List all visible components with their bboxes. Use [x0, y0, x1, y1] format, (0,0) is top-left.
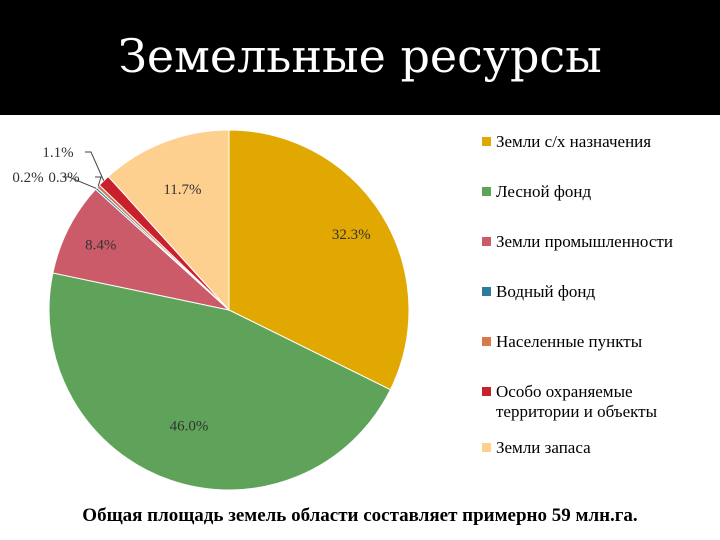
pie-slice-3 — [52, 188, 231, 311]
legend-swatch — [482, 337, 491, 346]
legend-item-1: Земли с/х назначения — [482, 132, 711, 152]
slice-label-4: 0.2% — [12, 170, 43, 186]
legend-label: Особо охраняемые территории и объекты — [496, 382, 658, 421]
slice-label-1: 32.3% — [332, 227, 371, 243]
legend-label: Земли с/х назначения — [496, 132, 652, 151]
pie-slice-2 — [48, 272, 392, 491]
legend-label: Земли запаса — [496, 438, 591, 457]
legend-swatch — [482, 237, 491, 246]
legend-label: Водный фонд — [496, 282, 596, 301]
legend-item-4: Водный фонд — [482, 282, 711, 302]
legend-label: Лесной фонд — [496, 182, 592, 201]
legend-swatch — [482, 187, 491, 196]
slice-label-3: 8.4% — [85, 238, 116, 254]
legend-label: Земли промышленности — [496, 232, 673, 251]
pie-chart: 32.3% 46.0% 8.4% 0.2% 0.3% 1.1% 11.7% — [12, 129, 410, 491]
pie-slice-1 — [228, 129, 410, 391]
slice-label-7: 11.7% — [163, 182, 201, 198]
leader-line-4 — [63, 176, 97, 189]
page-title: Земельные ресурсы — [118, 29, 602, 83]
slice-label-2: 46.0% — [170, 419, 209, 435]
slice-label-6: 1.1% — [42, 145, 73, 161]
legend-label: Населенные пункты — [496, 332, 643, 351]
leader-line-5 — [95, 176, 102, 187]
legend-swatch — [482, 443, 491, 452]
legend-item-3: Земли промышленности — [482, 232, 711, 252]
legend-swatch — [482, 137, 491, 146]
legend-item-7: Земли запаса — [482, 438, 711, 458]
leader-line-6 — [85, 151, 105, 181]
pie-slice-7 — [107, 129, 230, 312]
legend-item-5: Населенные пункты — [482, 332, 711, 352]
slice-label-5: 0.3% — [48, 170, 79, 186]
legend-swatch — [482, 387, 491, 396]
legend-swatch — [482, 287, 491, 296]
legend-item-2: Лесной фонд — [482, 182, 711, 202]
legend-item-6: Особо охраняемые территории и объекты — [482, 382, 711, 422]
title-bar: Земельные ресурсы — [0, 0, 720, 115]
footer-note: Общая площадь земель области составляет … — [82, 505, 638, 526]
